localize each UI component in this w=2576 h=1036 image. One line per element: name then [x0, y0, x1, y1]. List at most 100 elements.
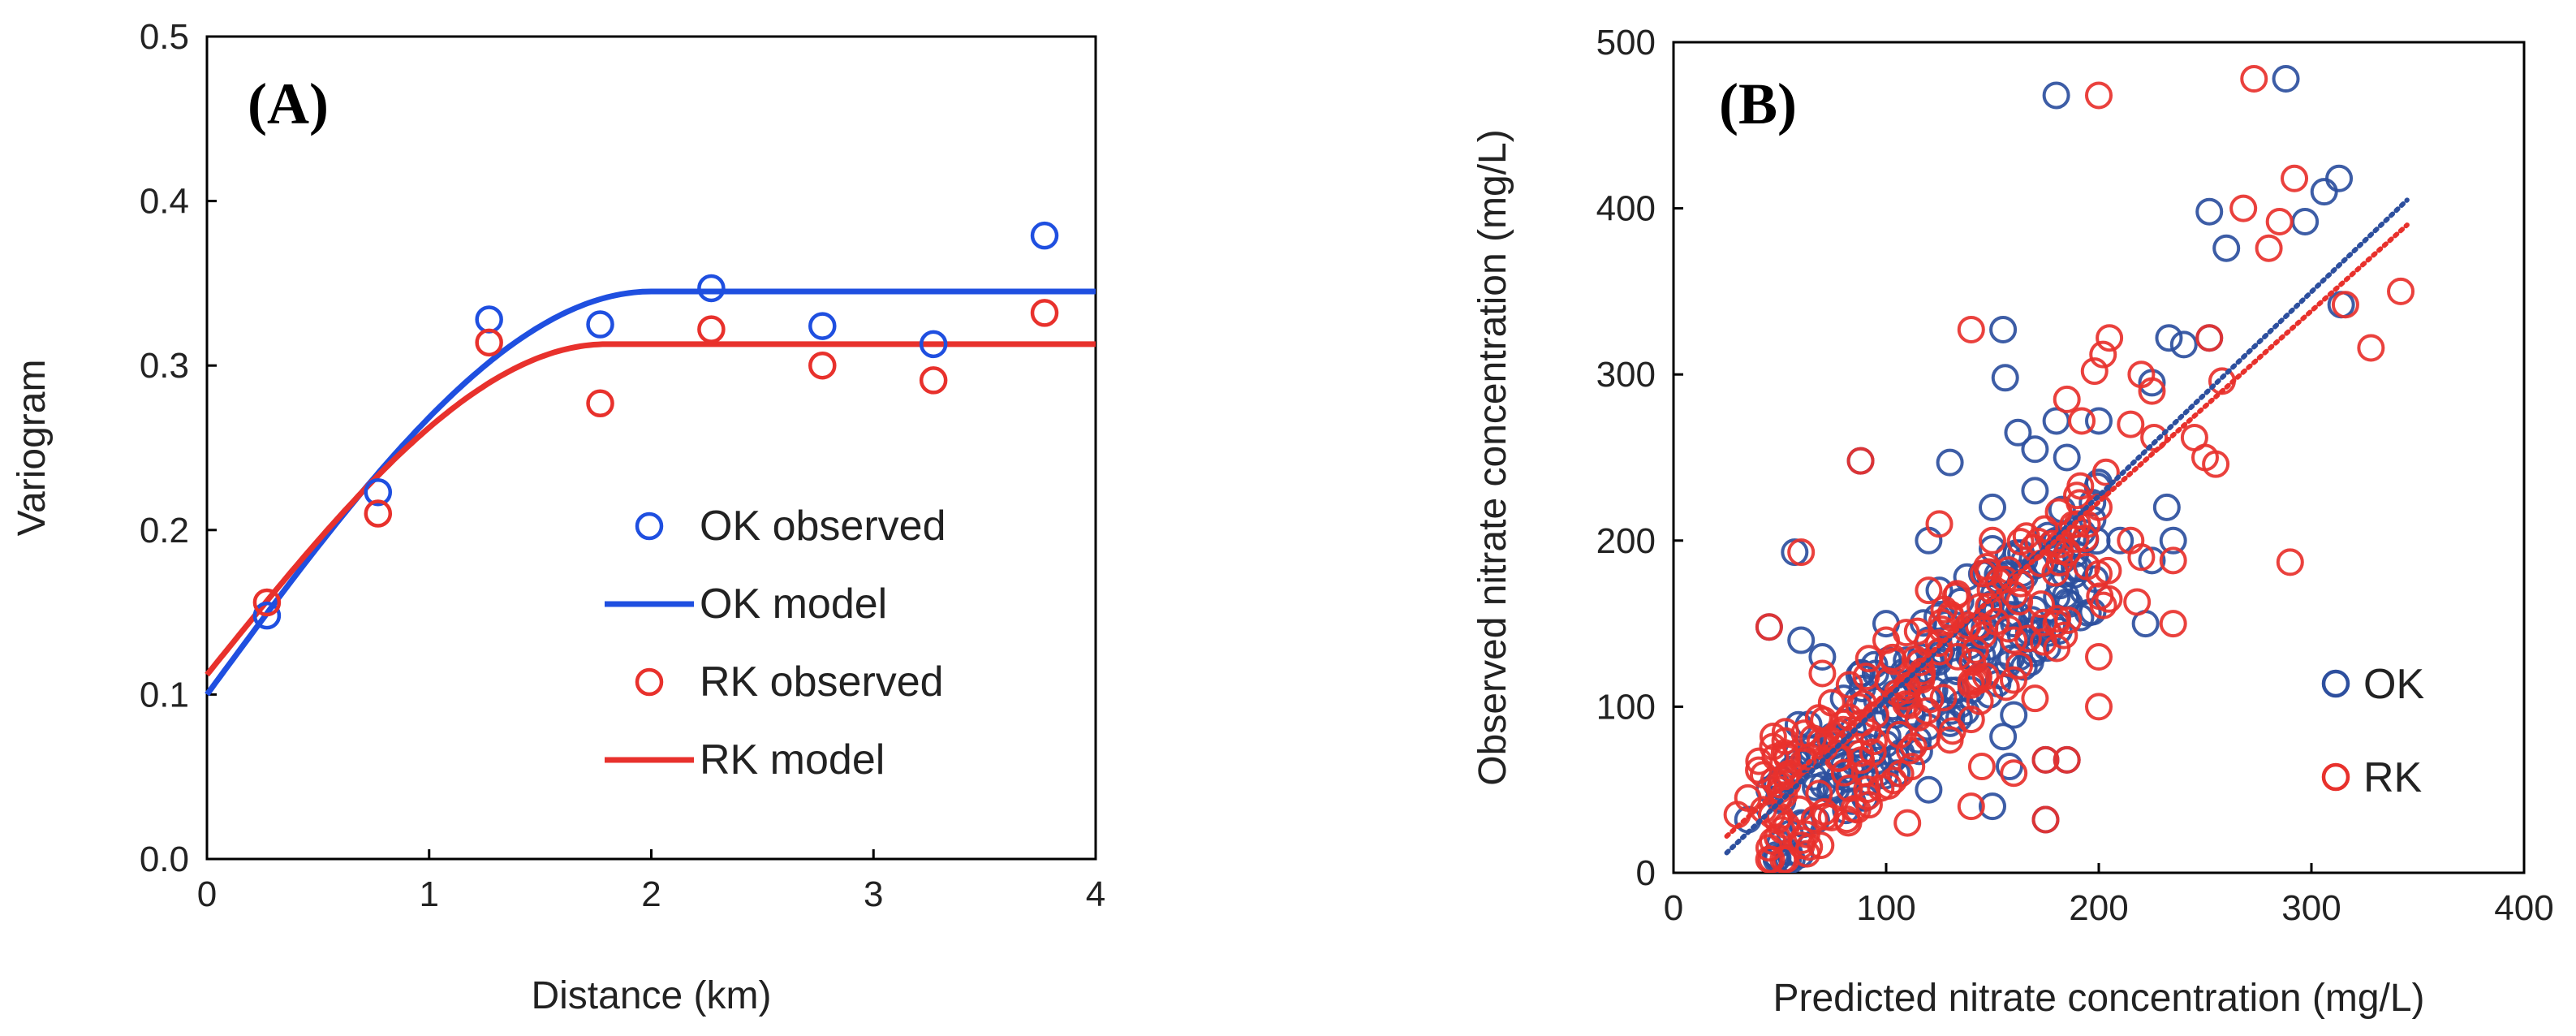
panel-b-rk-point: [2044, 605, 2072, 633]
panel-b-x-tick-label: 200: [2069, 888, 2128, 928]
panel-b-ok-point: [1787, 626, 1816, 654]
panel-b-rk-point: [2031, 805, 2060, 834]
panel-b-rk-point: [1895, 736, 1923, 765]
panel-a-rk-observed-point: [475, 328, 503, 357]
panel-b-ok-point: [1979, 493, 2006, 521]
panel-b-x-tick-label: 400: [2494, 888, 2553, 928]
panel-a-legend-marker: [635, 512, 664, 541]
panel-b-x-tick-label: 0: [1664, 888, 1683, 928]
panel-b-rk-point: [1964, 663, 1992, 691]
panel-a-ok-observed-point: [364, 477, 393, 507]
panel-b-plot-area: [1723, 65, 2415, 873]
panel-b-rk-point: [2031, 745, 2060, 774]
panel-b-rk-point: [1787, 831, 1816, 860]
panel-a-y-tick-label: 0.4: [140, 182, 189, 222]
panel-b-ok-point: [2000, 701, 2028, 729]
panel-b-rk-point: [2080, 357, 2109, 386]
panel-b-ok-point: [2004, 418, 2032, 447]
panel-b-rk-point: [1893, 809, 1922, 837]
panel-b-rk-point: [1930, 595, 1958, 624]
panel-b-rk-point: [1906, 648, 1934, 676]
panel-a-y-tick-label: 0.0: [140, 840, 189, 879]
panel-b-rk-point: [1924, 629, 1953, 658]
panel-b-ok-point: [1936, 448, 1964, 477]
panel-b-rk-point: [1755, 613, 1783, 641]
panel-a-plot-frame: [205, 35, 1097, 861]
panel-a-legend-marker: [635, 667, 664, 697]
panel-b-rk-point: [1808, 659, 1837, 688]
panel-b-rk-point: [1811, 802, 1840, 831]
panel-b-ok-point: [1923, 602, 1951, 631]
panel-b-ok-point: [2291, 207, 2320, 235]
panel-b-ok-point: [2195, 197, 2224, 226]
panel-b-rk-point: [2195, 324, 2224, 352]
panel-b-legend-label: OK: [2363, 661, 2424, 708]
panel-b-rk-point: [2053, 385, 2081, 413]
panel-a-ok-observed-point: [586, 310, 614, 339]
panel-b-rk-point: [1764, 806, 1792, 835]
panel-a-rk-observed-point: [1030, 299, 1059, 327]
panel-b-ok-point: [2212, 234, 2241, 262]
panel-b-rk-point: [1767, 771, 1795, 799]
panel-b-ok-point: [1952, 697, 1980, 726]
panel-b-ok-point: [2042, 81, 2070, 110]
panel-b-rk-point: [1903, 617, 1932, 645]
panel-b-rk-point: [2006, 528, 2035, 556]
panel-b-rk-point: [2089, 591, 2117, 619]
panel-a-rk-observed-point: [919, 366, 948, 395]
panel-a-rk-observed-point: [697, 315, 726, 343]
panel-b-rk-point: [2089, 340, 2117, 369]
panel-b-rk-point: [1979, 526, 2006, 555]
panel-b-rk-point: [1874, 771, 1902, 800]
panel-b-rk-point: [1969, 621, 1997, 650]
panel-b-y-axis-title: Observed nitrate concentration (mg/L): [1471, 129, 1514, 785]
panel-a-ok-model-line: [205, 288, 1096, 697]
panel-b-rk-point: [1957, 315, 1985, 343]
panel-b-rk-point: [2281, 164, 2309, 192]
panel-b-rk-point: [2240, 65, 2268, 93]
panel-a-ok-observed-point: [475, 305, 503, 334]
panel-b-rk-point: [1846, 447, 1875, 475]
panel-b-x-axis-title: Predicted nitrate concentration (mg/L): [1773, 977, 2424, 1020]
panel-b-ok-point: [2021, 435, 2049, 464]
panel-b-y-tick-label: 200: [1596, 521, 1656, 561]
panel-b-ok-point: [2138, 546, 2166, 575]
panel-b-rk-point: [1759, 723, 1787, 751]
panel-b-rk-point: [2159, 546, 2187, 575]
panel-b-rk-point: [1975, 592, 2003, 620]
panel-b-ok-point: [2169, 330, 2198, 359]
panel-b-rk-point: [2096, 324, 2124, 352]
panel-b-ok-point: [1989, 315, 2018, 343]
panel-b-rk-point: [1957, 792, 1985, 821]
panel-b-legend-label: RK: [2363, 754, 2423, 801]
panel-b-rk-point: [2050, 621, 2078, 650]
panel-b-rk-point: [1772, 845, 1800, 873]
panel-b-ok-point: [2310, 178, 2338, 206]
panel-b-ok-point: [2085, 407, 2113, 435]
panel-b-rk-point: [2094, 556, 2122, 585]
panel-b-rk-point: [1957, 706, 1985, 734]
panel-a-y-tick-label: 0.5: [140, 17, 189, 57]
panel-b-ok-point: [1991, 364, 2019, 392]
panel-b-rk-point: [1807, 831, 1835, 860]
panel-a-legend-label: OK model: [700, 581, 887, 628]
panel-b-ok-point: [2155, 324, 2183, 352]
panel-b-rk-point: [2044, 498, 2073, 526]
panel-b-rk-point: [2138, 377, 2166, 405]
panel-b-rk-point: [2005, 588, 2034, 616]
panel-b-rk-point: [1787, 538, 1816, 567]
panel-b-rk-point: [1899, 732, 1928, 761]
panel-b-ok-trendline: [1724, 197, 2410, 856]
panel-a-x-tick-label: 3: [864, 874, 883, 914]
panel-b-rk-point: [2061, 524, 2090, 553]
panel-b-ok-point: [2159, 526, 2187, 555]
panel-a-legend-label: RK model: [700, 736, 885, 783]
panel-b-rk-point: [1952, 615, 1980, 643]
panel-a-y-axis-title: Variogram: [11, 360, 54, 537]
panel-b-y-tick-label: 300: [1596, 355, 1656, 395]
panel-b-ok-point: [1915, 775, 1943, 804]
panel-b-rk-point: [2000, 759, 2028, 788]
panel-b-rk-point: [1761, 743, 1790, 771]
panel-b-y-tick-label: 500: [1596, 23, 1656, 63]
panel-b-legend-marker: [2321, 669, 2350, 698]
